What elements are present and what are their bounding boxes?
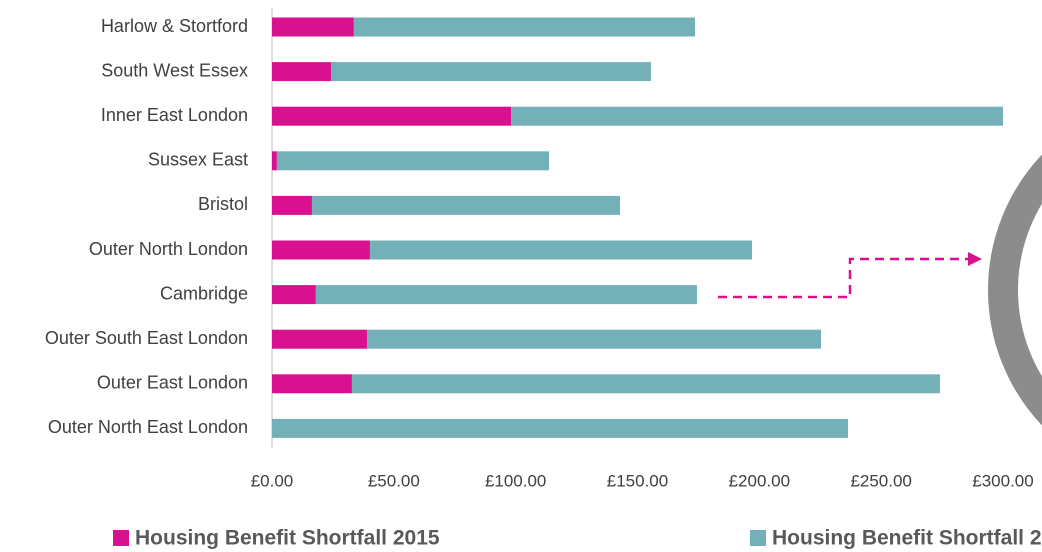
category-label: Outer North East London (48, 417, 248, 437)
legend-swatch (113, 530, 129, 546)
legend-label: Housing Benefit Shortfall 2015 (135, 527, 440, 550)
legend-label: Housing Benefit Shortfall 2019 (772, 527, 1042, 550)
bar-segment (311, 195, 620, 215)
x-tick-label: £250.00 (850, 471, 911, 490)
x-tick-label: £100.00 (485, 471, 546, 490)
bar-segment (369, 240, 753, 260)
category-label: Outer South East London (45, 328, 248, 348)
arrow-head (968, 252, 982, 266)
category-label: South West Essex (101, 60, 248, 80)
x-tick-label: £200.00 (729, 471, 790, 490)
bar-segment (272, 374, 352, 394)
bar-segment (272, 195, 312, 215)
category-label: Bristol (198, 194, 248, 214)
bar-segment (511, 106, 1003, 126)
category-label: Cambridge (160, 283, 248, 303)
bar-segment (351, 374, 940, 394)
bar-segment (272, 106, 512, 126)
category-label: Outer East London (97, 373, 248, 393)
bar-segment (272, 329, 368, 349)
bar-segment (330, 62, 651, 82)
bar-segment (272, 418, 849, 438)
x-tick-label: £50.00 (368, 471, 420, 490)
x-tick-label: £150.00 (607, 471, 668, 490)
bar-segment (367, 329, 821, 349)
category-label: Sussex East (148, 150, 248, 170)
x-tick-label: £0.00 (251, 471, 294, 490)
category-label: Outer North London (89, 239, 248, 259)
bar-segment (272, 17, 354, 37)
bar-segment (353, 17, 696, 37)
bar-segment (272, 62, 331, 82)
bar-segment (272, 240, 370, 260)
legend-swatch (750, 530, 766, 546)
category-label: Harlow & Stortford (101, 16, 248, 36)
bar-segment (272, 151, 277, 171)
ring-decoration (988, 154, 1042, 426)
bar-segment (315, 285, 697, 305)
dashed-arrow (718, 257, 968, 299)
bar-segment (272, 285, 316, 305)
bar-segment (276, 151, 550, 171)
category-label: Inner East London (101, 105, 248, 125)
x-tick-label: £300.00 (972, 471, 1033, 490)
